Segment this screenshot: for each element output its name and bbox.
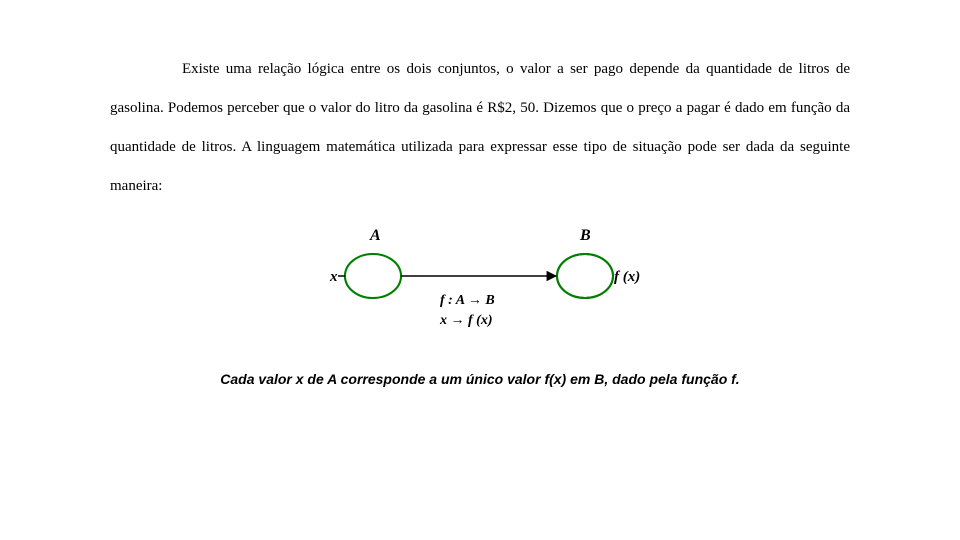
document-page: Existe uma relação lógica entre os dois … bbox=[0, 0, 960, 387]
mapping-line-2: x → f (x) bbox=[439, 313, 493, 328]
conclusion-text: Cada valor x de A corresponde a um único… bbox=[110, 371, 850, 387]
label-set-a: A bbox=[369, 227, 381, 244]
label-fx: f (x) bbox=[614, 269, 640, 285]
label-x: x bbox=[329, 269, 338, 285]
diagram-svg: A B x f (x) f : A → B x → f (x) bbox=[310, 226, 650, 336]
mapping-line-1: f : A → B bbox=[440, 293, 495, 308]
function-diagram: A B x f (x) f : A → B x → f (x) bbox=[310, 226, 650, 341]
intro-paragraph: Existe uma relação lógica entre os dois … bbox=[110, 50, 850, 206]
label-set-b: B bbox=[579, 227, 591, 244]
